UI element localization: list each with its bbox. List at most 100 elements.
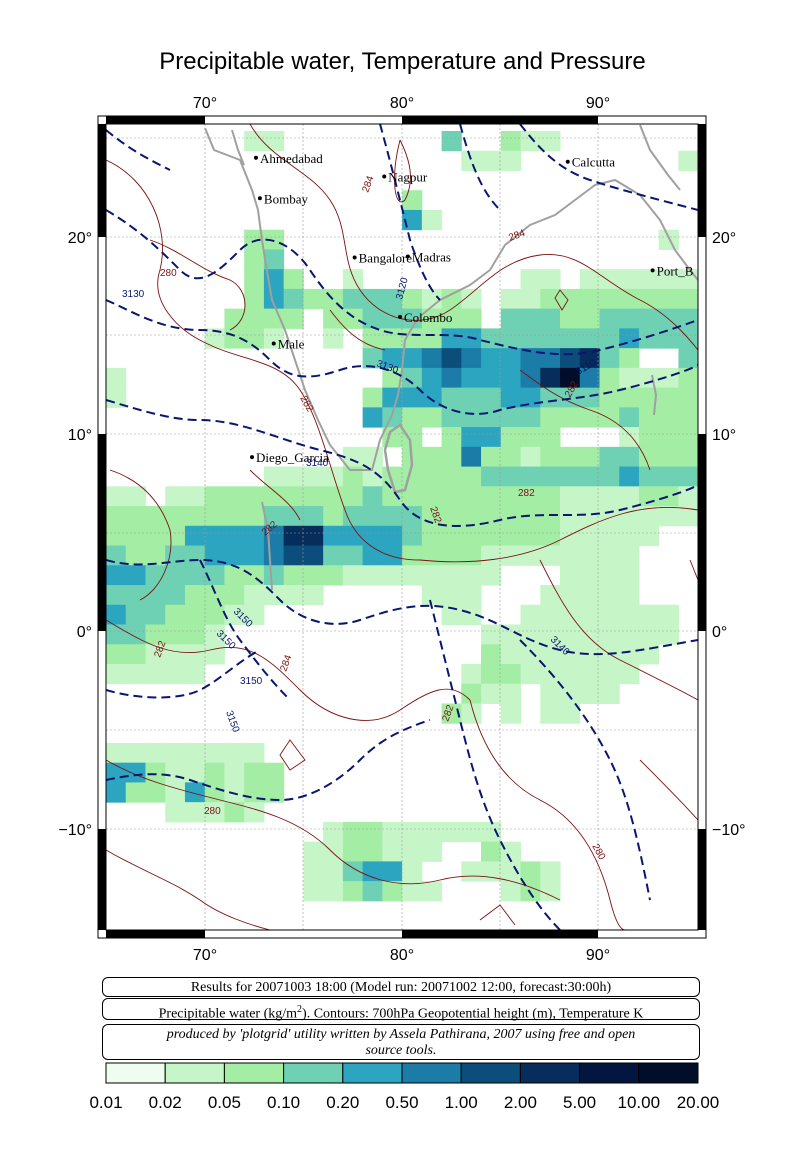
pw-cell: [579, 308, 600, 329]
pw-cell: [619, 328, 640, 349]
pw-cell: [599, 446, 620, 468]
pw-cell: [500, 881, 522, 902]
lat-tick-right: 0°: [712, 624, 727, 641]
pw-cell: [481, 565, 502, 586]
pw-cell: [560, 446, 581, 468]
pw-cell: [520, 269, 541, 290]
pw-cell: [204, 742, 225, 764]
pw-cell: [500, 466, 522, 487]
pw-cell: [224, 486, 245, 507]
pw-cell: [599, 466, 620, 487]
pw-cell: [461, 585, 482, 606]
pw-cell: [106, 742, 127, 764]
pw-cell: [500, 644, 522, 665]
city-dot: [250, 455, 255, 460]
pw-cell: [421, 328, 443, 349]
map-frame: [97, 115, 707, 939]
pw-cell: [441, 367, 462, 389]
pw-cell: [481, 821, 502, 843]
pw-cell: [204, 525, 225, 547]
pw-cell: [303, 565, 324, 586]
pw-cell: [323, 328, 344, 349]
pw-cell: [579, 466, 600, 487]
pw-cell: [638, 446, 660, 468]
pw-cell: [402, 427, 423, 448]
pw-cell: [619, 427, 640, 448]
pw-cell: [145, 525, 166, 547]
colorbar-swatch: [342, 1062, 403, 1084]
pw-cell: [362, 545, 383, 566]
pw-cell: [520, 427, 541, 448]
pw-cell: [342, 308, 364, 329]
city-dot: [257, 196, 262, 201]
pw-cell: [145, 545, 166, 566]
pw-cell: [165, 802, 186, 823]
pw-cell: [461, 288, 482, 310]
pw-cell: [461, 663, 482, 685]
pw-cell: [540, 486, 561, 507]
lon-tick-bottom: 90°: [586, 947, 610, 964]
pw-cell: [619, 525, 640, 547]
pw-cell: [461, 683, 482, 704]
city-label: Madras: [412, 250, 451, 265]
pw-cell: [362, 466, 383, 487]
pw-cell: [263, 249, 285, 270]
pw-cell: [402, 525, 423, 547]
pw-cell: [540, 269, 561, 290]
pw-cell: [165, 624, 186, 645]
legend-description: Precipitable water (kg/m2). Contours: 70…: [102, 998, 700, 1022]
pw-cell: [421, 367, 443, 389]
pw-cell: [421, 585, 443, 606]
pw-cell: [263, 229, 285, 250]
pw-cell: [500, 486, 522, 507]
pw-cell: [283, 525, 304, 547]
pw-cell: [244, 545, 265, 566]
pw-cell: [382, 506, 403, 527]
pw-cell: [224, 742, 245, 764]
pw-cell: [520, 525, 541, 547]
colorbar-label: 0.05: [208, 1093, 241, 1112]
pw-cell: [461, 821, 482, 843]
pw-cell: [402, 841, 423, 862]
pw-cell: [540, 861, 561, 882]
pw-cell: [204, 644, 225, 665]
pw-cell: [481, 466, 502, 487]
pw-cell: [560, 466, 581, 487]
pw-cell: [461, 427, 482, 448]
pw-cell: [619, 663, 640, 685]
pw-cell: [283, 308, 304, 329]
pw-cell: [560, 565, 581, 586]
pw-cell: [441, 525, 462, 547]
pw-cell: [283, 506, 304, 527]
pw-cell: [461, 545, 482, 566]
pw-cell: [263, 565, 285, 586]
credit-note: produced by 'plotgrid' utility written b…: [102, 1024, 700, 1060]
pw-cell: [560, 683, 581, 704]
pw-cell: [224, 545, 245, 566]
pw-cell: [402, 288, 423, 310]
pw-cell: [638, 486, 660, 507]
pw-cell: [540, 881, 561, 902]
pw-cell: [382, 348, 403, 369]
pw-cell: [520, 644, 541, 665]
pw-cell: [184, 742, 206, 764]
temp-label: 280: [204, 806, 221, 817]
pw-cell: [500, 506, 522, 527]
colorbar-swatch: [638, 1062, 699, 1084]
pw-cell: [619, 604, 640, 625]
pw-cell: [658, 427, 679, 448]
pw-cell: [678, 150, 698, 171]
pw-cell: [106, 565, 127, 586]
city-dot: [565, 159, 570, 164]
pw-cell: [402, 861, 423, 882]
pw-cell: [204, 506, 225, 527]
pw-cell: [619, 644, 640, 665]
pw-cell: [342, 486, 364, 507]
colorbar-swatch: [223, 1062, 285, 1084]
pw-cell: [540, 683, 561, 704]
lon-tick-bottom: 80°: [390, 947, 414, 964]
pw-cell: [481, 150, 502, 171]
pw-cell: [599, 683, 620, 704]
pw-cell: [540, 328, 561, 349]
pw-cell: [441, 446, 462, 468]
